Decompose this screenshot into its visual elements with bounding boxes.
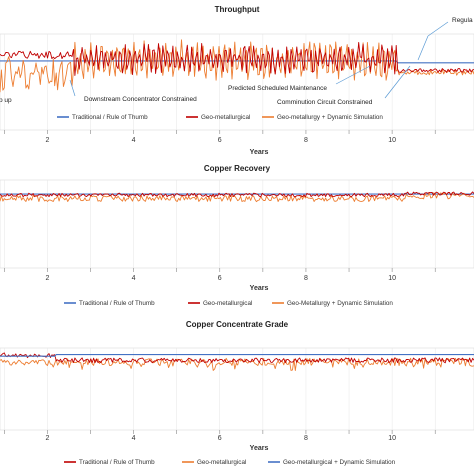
x-tick-label: 2: [45, 275, 49, 282]
x-axis-label: Years: [250, 149, 269, 156]
legend-label: Geo-metallurgical: [201, 114, 250, 121]
x-tick-label: 2: [45, 435, 49, 442]
x-tick-label: 4: [132, 275, 136, 282]
plot-area: [0, 347, 474, 431]
legend-label: Geo-metallurgical: [197, 459, 246, 466]
x-tick-label: 6: [218, 275, 222, 282]
legend-label: Traditional / Rule of Thumb: [79, 300, 155, 307]
series-line: [0, 192, 474, 203]
x-tick-label: 8: [304, 137, 308, 144]
chart-title: Copper Recovery: [204, 164, 271, 173]
series-line: [0, 191, 474, 198]
x-axis: [4, 348, 436, 434]
legend-label: Traditional / Rule of Thumb: [79, 459, 155, 466]
chart-title: Throughput: [215, 5, 260, 14]
series-line: [0, 41, 474, 76]
x-axis: [4, 34, 436, 134]
series-line: [0, 354, 474, 357]
annotation-leader: [384, 65, 411, 99]
x-tick-label: 2: [45, 137, 49, 144]
x-tick-label: 8: [304, 275, 308, 282]
series-line: [0, 60, 474, 64]
legend-label: Geo-metallurgy + Dynamic Simulation: [277, 114, 383, 121]
annotation-regula: Regula: [452, 17, 473, 24]
annotation-ramp-up: p up: [0, 97, 12, 104]
x-tick-label: 8: [304, 435, 308, 442]
x-axis-label: Years: [250, 445, 269, 452]
legend-label: Geo-metallurgical + Dynamic Simulation: [283, 459, 396, 466]
x-tick-label: 10: [388, 275, 396, 282]
legend-label: Traditional / Rule of Thumb: [72, 114, 148, 121]
x-tick-label: 10: [388, 137, 396, 144]
x-axis-label: Years: [250, 285, 269, 292]
annotation-leader: [69, 79, 76, 97]
x-tick-label: 4: [132, 435, 136, 442]
legend-label: Geo-Metallurgy + Dynamic Simulation: [287, 300, 393, 307]
annotation-downstream: Downstream Concentrator Constrained: [84, 96, 197, 103]
series-line: [0, 357, 474, 371]
series-line: [0, 352, 474, 364]
annotation-maintenance: Predicted Scheduled Maintenance: [228, 85, 327, 92]
legend-label: Geo-metallurgical: [203, 300, 252, 307]
annotation-comminution: Comminution Circuit Constrained: [277, 99, 373, 106]
x-tick-label: 4: [132, 137, 136, 144]
x-tick-label: 10: [388, 435, 396, 442]
annotation-leader: [335, 65, 371, 85]
x-tick-label: 6: [218, 435, 222, 442]
annotation-leader: [417, 35, 429, 61]
series-line: [0, 39, 474, 93]
chart-title: Copper Concentrate Grade: [186, 320, 289, 329]
x-tick-label: 6: [218, 137, 222, 144]
plot-area: [0, 33, 474, 131]
annotation-leader: [427, 21, 449, 37]
plot-area: [0, 179, 474, 269]
